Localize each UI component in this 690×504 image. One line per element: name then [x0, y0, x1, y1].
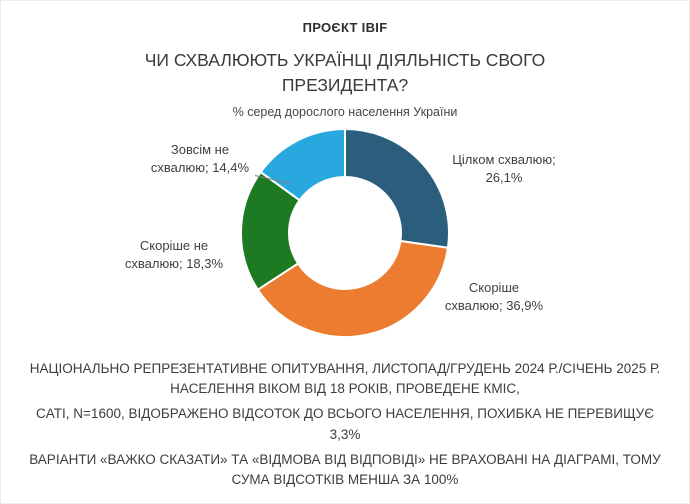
segment-label-fully-disapprove: Зовсім не схвалюю; 14,4% [125, 141, 275, 177]
label-line: схвалюю; 14,4% [150, 159, 250, 175]
chart-title: ЧИ СХВАЛЮЮТЬ УКРАЇНЦІ ДІЯЛЬНІСТЬ СВОГО П… [144, 50, 546, 96]
methodology-notes: НАЦІОНАЛЬНО РЕПРЕЗЕНТАТИВНЕ ОПИТУВАННЯ, … [19, 359, 671, 491]
segment-label-rather-disapprove: Скоріше не схвалюю; 18,3% [99, 237, 249, 273]
donut-segment-0 [344, 127, 450, 249]
donut-segment-3 [259, 127, 346, 202]
label-line: схвалюю; 36,9% [444, 297, 544, 313]
label-line: Зовсім не [170, 141, 230, 157]
label-line: 26,1% [485, 169, 523, 185]
segment-label-rather-approve: Скоріше схвалюю; 36,9% [419, 279, 569, 315]
label-line: Скоріше [468, 279, 520, 295]
footer-note-3: ВАРІАНТИ «ВАЖКО СКАЗАТИ» ТА «ВІДМОВА ВІД… [29, 451, 661, 487]
label-line: Скоріше не [139, 237, 209, 253]
segment-label-fully-approve: Цілком схвалюю; 26,1% [429, 151, 579, 187]
project-label: ПРОЄКТ IBIF [302, 20, 388, 35]
footer-note-2: CATI, N=1600, ВІДОБРАЖЕНО ВІДСОТОК ДО ВС… [36, 406, 654, 442]
donut-svg [240, 127, 450, 338]
footer-note-1: НАЦІОНАЛЬНО РЕПРЕЗЕНТАТИВНЕ ОПИТУВАННЯ, … [29, 360, 661, 396]
donut-chart: Цілком схвалюю; 26,1% Скоріше схвалюю; 3… [1, 123, 689, 347]
label-line: Цілком схвалюю; [452, 151, 556, 167]
label-line: схвалюю; 18,3% [124, 255, 224, 271]
chart-subtitle: % серед дорослого населення України [232, 104, 458, 119]
donut-segment-1 [256, 239, 450, 338]
